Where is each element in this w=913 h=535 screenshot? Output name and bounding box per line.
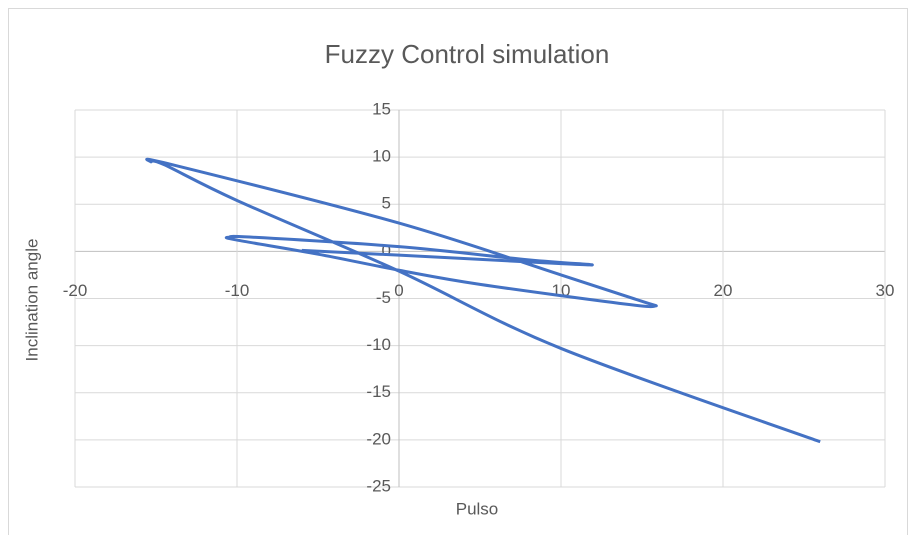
x-tick-label: 20	[714, 281, 733, 300]
y-tick-label: -15	[366, 382, 391, 401]
y-tick-label: 15	[372, 99, 391, 118]
y-tick-label: -10	[366, 335, 391, 354]
x-tick-label: 0	[394, 281, 403, 300]
x-tick-label: -20	[63, 281, 88, 300]
x-tick-label: -10	[225, 281, 250, 300]
y-tick-label: -25	[366, 476, 391, 495]
y-tick-label: 5	[382, 194, 391, 213]
y-axis-label: Inclination angle	[22, 239, 41, 362]
y-tick-label: 10	[372, 147, 391, 166]
x-tick-label: 30	[876, 281, 895, 300]
chart-title: Fuzzy Control simulation	[325, 39, 610, 69]
y-tick-label: -20	[366, 429, 391, 448]
y-tick-label: -5	[376, 288, 391, 307]
chart-border	[8, 8, 908, 535]
y-tick-label: 0	[382, 241, 391, 260]
x-axis-label: Pulso	[456, 499, 499, 518]
series-line	[145, 157, 821, 444]
